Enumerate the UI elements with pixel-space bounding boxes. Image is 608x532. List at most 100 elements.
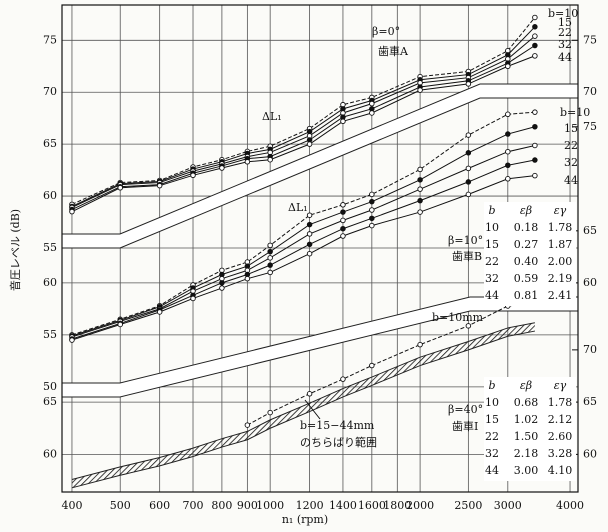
band-edge: [71, 330, 535, 489]
x-tick-label: 2000: [406, 499, 434, 512]
data-point: [306, 241, 313, 248]
x-tick-label: 500: [110, 499, 131, 512]
x-tick-label: 800: [211, 499, 232, 512]
band-label: のちらばり範囲: [300, 435, 377, 449]
y-tick-label: 70: [43, 85, 57, 98]
series-line: [71, 35, 536, 208]
x-tick-label: 3000: [494, 499, 522, 512]
data-point: [267, 269, 273, 276]
data-point: [190, 295, 196, 302]
data-point: [532, 14, 538, 21]
x-axis-label: n₁ (rpm): [282, 513, 328, 526]
y-tick-label: 65: [43, 137, 57, 150]
y2-tick-label: 60: [583, 276, 597, 289]
x-tick-label: 2500: [454, 499, 482, 512]
data-point: [532, 33, 538, 39]
table-header: εγ: [554, 379, 567, 392]
x-tick-label: 1800: [383, 499, 411, 512]
y-tick-label: 55: [43, 241, 57, 254]
data-point: [219, 165, 225, 171]
x-tick-label: 700: [183, 499, 204, 512]
table-cell: 2.18: [514, 447, 539, 460]
data-point: [505, 148, 511, 155]
data-point: [505, 176, 511, 182]
table-cell: 1.87: [548, 238, 573, 251]
table-bg: [484, 202, 576, 306]
data-point: [505, 111, 511, 118]
data-point: [532, 109, 538, 115]
data-point: [340, 225, 346, 232]
data-point: [156, 309, 163, 315]
series-line: [71, 45, 536, 211]
series-label: b=10: [548, 7, 578, 20]
table-cell: 10: [485, 221, 499, 234]
table-cell: 0.81: [514, 289, 539, 302]
table-cell: 32: [485, 272, 499, 285]
band-label: b=15−44mm: [300, 419, 375, 432]
data-point: [465, 81, 472, 87]
data-point: [340, 202, 346, 208]
y-tick-label: 60: [43, 189, 57, 202]
data-point: [219, 280, 225, 286]
data-point: [417, 166, 423, 173]
data-point: [532, 172, 538, 179]
data-point: [117, 321, 123, 328]
data-point: [465, 191, 472, 198]
data-point: [156, 182, 163, 189]
series-label: 22: [564, 139, 578, 152]
table-cell: 0.27: [514, 238, 539, 251]
data-point: [417, 197, 423, 204]
series-label: 32: [558, 38, 572, 51]
annotation: 歯車A: [378, 44, 409, 58]
data-point: [465, 132, 472, 138]
annotation: 歯車I: [452, 419, 478, 433]
data-point: [267, 409, 273, 416]
table-header: εγ: [554, 204, 567, 217]
table-cell: 2.41: [548, 289, 573, 302]
table-cell: 2.00: [548, 255, 573, 268]
y2-tick-label: 60: [583, 447, 597, 460]
series-line: [71, 111, 535, 336]
table-cell: 0.59: [514, 272, 539, 285]
table-cell: 2.12: [548, 413, 573, 426]
data-point: [417, 209, 423, 215]
table-bg: [484, 377, 576, 481]
table-header: εβ: [520, 379, 532, 392]
data-point: [369, 215, 375, 222]
series-label: 15: [564, 122, 578, 135]
data-point: [369, 207, 375, 213]
table-cell: 44: [485, 289, 499, 302]
table-cell: 0.68: [514, 396, 539, 409]
x-tick-label: 1400: [329, 499, 357, 512]
data-point: [267, 262, 273, 268]
series-line: [71, 159, 535, 340]
x-tick-label: 1600: [358, 499, 386, 512]
y-axis-label: 音圧レベル (dB): [8, 209, 22, 291]
data-point: [465, 150, 472, 156]
band-fill: [71, 322, 535, 488]
x-tick-label: 400: [61, 499, 82, 512]
data-point: [69, 337, 75, 343]
data-point: [465, 165, 472, 172]
table-cell: 10: [485, 396, 499, 409]
series-label: 32: [564, 156, 578, 169]
y2-tick-label: 75: [583, 120, 597, 133]
data-point: [532, 123, 538, 130]
y-tick-label: 60: [43, 447, 57, 460]
table-cell: 4.10: [548, 464, 573, 477]
y2-tick-label: 70: [583, 85, 597, 98]
data-point: [417, 87, 423, 93]
data-point: [369, 198, 375, 205]
data-point: [340, 118, 346, 125]
table-cell: 1.02: [514, 413, 539, 426]
table-cell: 0.40: [514, 255, 539, 268]
x-tick-label: 600: [149, 499, 170, 512]
series-label: 44: [564, 174, 578, 187]
data-point: [532, 142, 538, 149]
x-tick-label: 1200: [296, 499, 324, 512]
table-cell: 22: [485, 255, 499, 268]
y2-tick-label: 65: [583, 395, 597, 408]
annotation: β=0°: [372, 25, 400, 38]
table-cell: 32: [485, 447, 499, 460]
table-cell: 0.18: [514, 221, 539, 234]
